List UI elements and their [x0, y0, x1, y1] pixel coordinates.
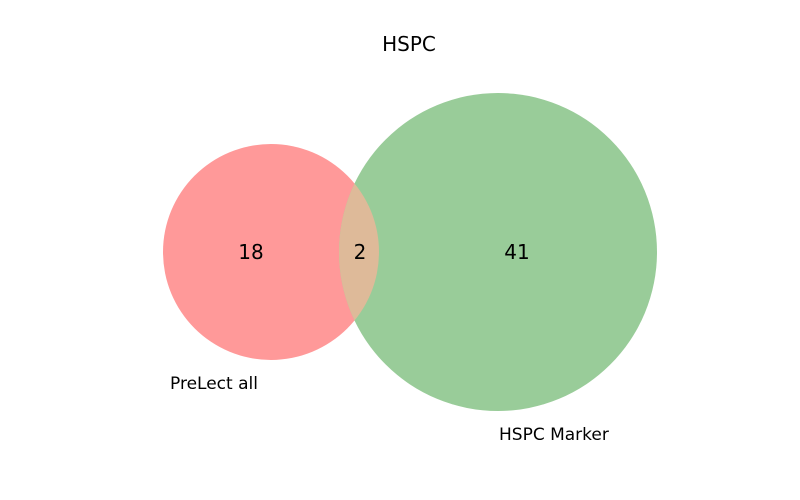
- count-overlap: 2: [354, 240, 367, 264]
- count-left-only: 18: [238, 240, 263, 264]
- set-circle-hspc-marker: [339, 93, 657, 411]
- set-label-hspc-marker: HSPC Marker: [499, 425, 609, 445]
- set-label-prelect-all: PreLect all: [170, 374, 258, 394]
- set-circle-prelect-all: [163, 144, 379, 360]
- diagram-title: HSPC: [382, 32, 436, 56]
- count-right-only: 41: [504, 240, 529, 264]
